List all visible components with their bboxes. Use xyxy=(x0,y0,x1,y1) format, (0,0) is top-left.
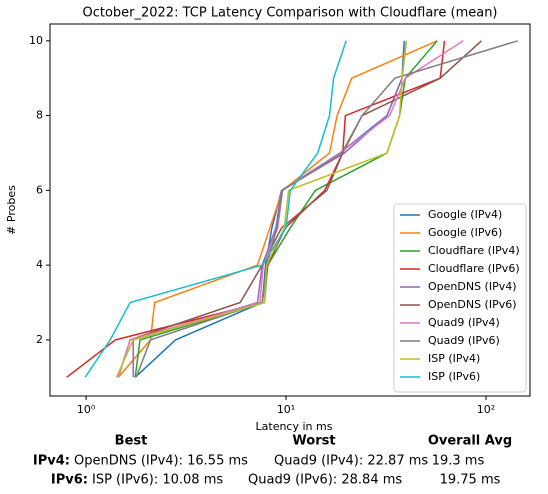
summary-row-label: IPv4: xyxy=(33,454,70,469)
x-tick-label: 10¹ xyxy=(277,403,295,416)
legend-label: Cloudflare (IPv6) xyxy=(428,262,520,275)
series-line xyxy=(135,40,518,378)
chart-title: October_2022: TCP Latency Comparison wit… xyxy=(82,6,497,21)
y-tick-label: 4 xyxy=(36,258,43,271)
legend-label: OpenDNS (IPv6) xyxy=(428,298,517,311)
legend-label: Google (IPv4) xyxy=(428,208,502,221)
summary-cell: ISP (IPv6): 10.08 ms xyxy=(92,473,223,488)
y-tick-label: 6 xyxy=(36,183,43,196)
series-line xyxy=(115,40,408,378)
summary-cell: Quad9 (IPv4): 22.87 ms xyxy=(274,454,428,469)
series-line xyxy=(84,40,347,378)
legend-label: Google (IPv6) xyxy=(428,226,502,239)
plot-frame xyxy=(49,23,531,397)
summary-cell: 19.3 ms xyxy=(432,454,485,469)
y-axis-label: # Probes xyxy=(5,185,18,235)
legend-label: ISP (IPv4) xyxy=(428,352,480,365)
x-axis-label: Latency in ms xyxy=(256,420,333,433)
legend-label: Quad9 (IPv6) xyxy=(428,334,500,347)
x-tick-label: 10⁰ xyxy=(77,403,96,416)
x-tick-label: 10² xyxy=(477,403,495,416)
summary-cell: 19.75 ms xyxy=(440,473,501,488)
legend-label: OpenDNS (IPv4) xyxy=(428,280,517,293)
legend-label: Cloudflare (IPv4) xyxy=(428,244,520,257)
summary-header: Overall Avg xyxy=(428,434,512,449)
legend-box xyxy=(393,203,527,393)
summary-header: Best xyxy=(115,434,148,449)
summary-cell: Quad9 (IPv6): 28.84 ms xyxy=(248,473,402,488)
summary-row-label: IPv6: xyxy=(51,473,88,488)
y-tick-label: 2 xyxy=(36,333,43,346)
y-tick-label: 8 xyxy=(36,109,43,122)
legend-label: Quad9 (IPv4) xyxy=(428,316,500,329)
summary-cell: OpenDNS (IPv4): 16.55 ms xyxy=(74,454,248,469)
y-tick-label: 10 xyxy=(29,34,43,47)
series-line xyxy=(117,40,438,378)
series-line xyxy=(66,40,446,378)
summary-header: Worst xyxy=(292,434,335,449)
legend-label: ISP (IPv6) xyxy=(428,370,480,383)
